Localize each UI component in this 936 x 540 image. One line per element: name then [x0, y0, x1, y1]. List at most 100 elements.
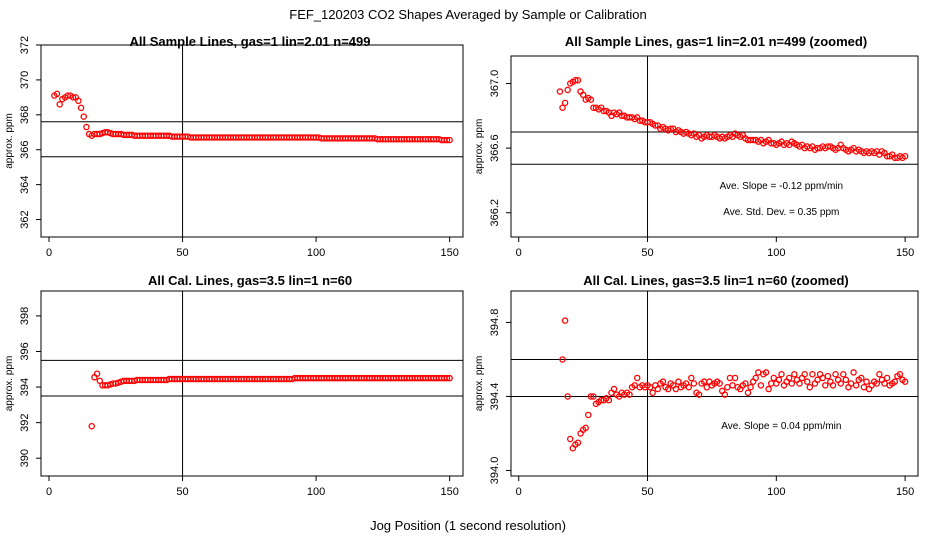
- data-point: [559, 356, 566, 363]
- data-point: [840, 370, 847, 378]
- data-point: [566, 435, 574, 443]
- data-point: [688, 374, 695, 382]
- panels: All Sample Lines, gas=1 lin=2.01 n=499 0 5…: [4, 34, 919, 498]
- data-point: [69, 94, 77, 101]
- data-point: [721, 391, 729, 398]
- y-tick-label: 362: [19, 210, 31, 228]
- plot-frame: [510, 290, 919, 477]
- x-tick-label: 100: [767, 486, 785, 498]
- data-point: [675, 378, 682, 385]
- x-tick-label: 50: [641, 486, 653, 498]
- data-point: [690, 380, 698, 387]
- y-tick-label: 368: [19, 106, 31, 124]
- data-point: [829, 382, 837, 389]
- x-tick-label: 50: [176, 247, 188, 259]
- data-point: [731, 374, 739, 382]
- y-tick-label: 372: [19, 36, 31, 54]
- data-point: [559, 104, 566, 111]
- data-point: [685, 383, 692, 391]
- data-point: [561, 317, 569, 324]
- data-point: [726, 374, 734, 382]
- y-tick-label: 390: [19, 449, 31, 467]
- y-tick-label: 394.4: [489, 383, 501, 411]
- data-point: [752, 374, 759, 382]
- data-point: [561, 99, 569, 107]
- data-point: [778, 370, 785, 378]
- y-tick-label: 366.6: [489, 134, 501, 162]
- plot-frame: [40, 44, 464, 238]
- x-tick-label: 50: [641, 247, 653, 259]
- x-tick-label: 150: [896, 247, 914, 259]
- data-point: [649, 389, 656, 396]
- y-tick-label: 366: [19, 141, 31, 159]
- data-point: [572, 76, 579, 84]
- data-point: [837, 380, 844, 387]
- data-point: [770, 374, 777, 382]
- data-point: [652, 122, 659, 129]
- y-tick-label: 392: [19, 413, 31, 431]
- data-point: [747, 383, 754, 391]
- data-point: [788, 380, 796, 387]
- y-axis-label: approx. ppm: [4, 356, 15, 412]
- data-point: [742, 380, 749, 387]
- data-point: [824, 372, 832, 380]
- y-tick-label: 396: [19, 342, 31, 360]
- plot-frame: [40, 290, 464, 477]
- data-point: [446, 374, 453, 382]
- figure-suptitle: FEF_120203 CO2 Shapes Averaged by Sample…: [289, 7, 646, 22]
- data-points: [51, 90, 453, 144]
- data-points: [88, 370, 453, 430]
- data-point: [556, 88, 564, 95]
- data-point: [775, 376, 783, 384]
- x-tick-label: 150: [896, 486, 914, 498]
- data-point: [901, 152, 909, 160]
- slope-annotation: Ave. Std. Dev. = 0.35 ppm: [723, 207, 839, 218]
- y-tick-label: 398: [19, 307, 31, 325]
- data-point: [579, 91, 587, 99]
- figure-xlabel: Jog Position (1 second resolution): [370, 518, 566, 533]
- data-point: [582, 424, 589, 432]
- x-tick-label: 0: [46, 247, 52, 259]
- data-point: [56, 101, 63, 108]
- data-point: [806, 383, 814, 391]
- data-point: [64, 92, 71, 99]
- panel-3-title: All Cal. Lines, gas=3.5 lin=1 n=60: [148, 273, 352, 288]
- data-point: [88, 422, 95, 430]
- data-point: [53, 90, 61, 98]
- data-point: [891, 378, 899, 385]
- y-tick-label: 366.2: [489, 199, 501, 227]
- data-point: [574, 76, 582, 84]
- data-point: [626, 391, 633, 398]
- y-tick-label: 370: [19, 71, 31, 89]
- data-point: [77, 104, 85, 112]
- y-axis-label: approx. ppm: [474, 119, 485, 175]
- data-point: [446, 136, 453, 144]
- data-point: [791, 370, 798, 378]
- panel-1-title: All Sample Lines, gas=1 lin=2.01 n=499: [130, 34, 371, 49]
- slope-annotation: Ave. Slope = -0.12 ppm/min: [720, 181, 844, 192]
- y-tick-label: 364: [19, 175, 31, 193]
- data-point: [605, 396, 613, 404]
- x-tick-label: 150: [440, 247, 458, 259]
- data-point: [850, 369, 857, 376]
- data-point: [610, 385, 618, 393]
- data-point: [564, 393, 571, 400]
- data-point: [796, 380, 803, 387]
- data-point: [590, 393, 597, 400]
- data-point: [729, 382, 736, 389]
- data-point: [695, 391, 703, 398]
- panel-1: All Sample Lines, gas=1 lin=2.01 n=499 0 5…: [4, 34, 464, 259]
- panel-3: All Cal. Lines, gas=3.5 lin=1 n=60 0 50 100…: [4, 273, 464, 498]
- data-point: [832, 370, 839, 378]
- data-point: [873, 380, 881, 387]
- data-point: [654, 385, 662, 393]
- data-point: [75, 97, 82, 105]
- x-tick-label: 50: [176, 486, 188, 498]
- plot-frame: [510, 55, 919, 238]
- data-point: [744, 389, 752, 396]
- x-tick-label: 100: [767, 247, 785, 259]
- panel-2: All Sample Lines, gas=1 lin=2.01 n=499 (…: [474, 34, 919, 259]
- data-point: [587, 393, 595, 400]
- y-axis-label: approx. ppm: [474, 356, 485, 412]
